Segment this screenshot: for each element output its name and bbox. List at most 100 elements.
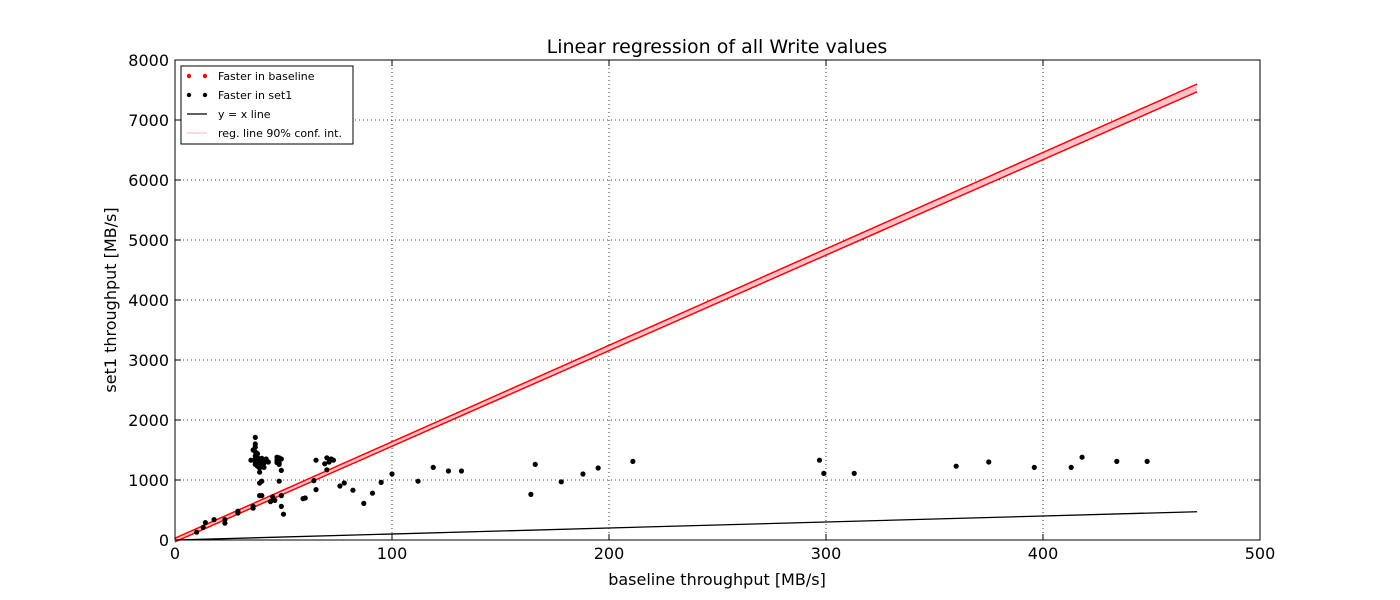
legend-marker <box>186 73 192 79</box>
x-tick-label: 0 <box>170 544 180 563</box>
data-point <box>222 520 228 526</box>
data-point <box>361 500 367 506</box>
data-point <box>458 468 465 474</box>
data-point <box>202 520 208 526</box>
data-point <box>278 456 284 462</box>
y-tick-label: 8000 <box>128 51 169 70</box>
y-tick-label: 4000 <box>128 291 169 310</box>
data-point <box>415 478 421 484</box>
legend: Faster in baseline Faster in set1 y = x li… <box>180 65 354 145</box>
data-point <box>313 457 319 463</box>
x-tick-label: 400 <box>1028 544 1059 563</box>
data-point <box>350 487 356 493</box>
data-point <box>580 471 586 477</box>
x-tick-label: 100 <box>377 544 408 563</box>
y-tick-label: 1000 <box>128 471 169 490</box>
data-point <box>821 470 827 476</box>
data-point <box>322 461 328 467</box>
data-point <box>430 464 436 470</box>
data-point <box>267 499 274 505</box>
data-point <box>252 434 258 440</box>
data-point <box>1031 464 1037 470</box>
data-point <box>254 451 261 457</box>
data-point <box>1079 454 1085 460</box>
data-point <box>1068 464 1074 470</box>
grid-lines <box>175 60 1260 540</box>
data-point <box>259 478 265 484</box>
data-point <box>313 487 319 493</box>
regression-upper-line <box>174 83 1198 539</box>
data-point <box>248 457 254 463</box>
regression-lower-line <box>174 91 1198 543</box>
data-point <box>953 463 959 469</box>
legend-marker <box>202 92 208 98</box>
data-point <box>265 459 271 465</box>
data-point <box>194 529 200 535</box>
data-point <box>330 457 337 463</box>
data-point <box>272 497 278 503</box>
data-point <box>378 479 384 485</box>
data-point <box>302 495 308 501</box>
data-point <box>250 505 256 511</box>
data-point <box>595 465 601 471</box>
data-point <box>528 491 534 497</box>
data-point <box>369 490 376 496</box>
legend-box <box>180 65 354 145</box>
y-tick-label: 0 <box>159 531 169 550</box>
x-axis-label: baseline throughput [MB/s] <box>608 570 826 589</box>
legend-label: Faster in baseline <box>218 70 315 83</box>
data-point <box>259 493 265 499</box>
data-point <box>252 444 258 450</box>
data-point <box>341 480 347 486</box>
data-point <box>257 469 263 475</box>
data-point <box>235 510 241 516</box>
confidence-band <box>175 84 1198 542</box>
data-point <box>851 470 857 476</box>
data-point <box>1144 458 1150 464</box>
legend-marker <box>186 92 192 98</box>
legend-label: Faster in set1 <box>218 89 292 102</box>
y-tick-label: 6000 <box>128 171 169 190</box>
data-points <box>194 434 1150 535</box>
data-point <box>261 460 267 466</box>
data-point <box>280 511 287 517</box>
data-point <box>311 478 317 484</box>
data-point <box>986 459 992 465</box>
data-point <box>816 457 823 463</box>
reference-lines <box>174 83 1198 543</box>
data-point <box>278 503 284 509</box>
data-point <box>1114 458 1120 464</box>
data-point <box>200 524 206 531</box>
data-point <box>222 517 228 523</box>
y-tick-label: 7000 <box>128 111 169 130</box>
legend-label: reg. line 90% conf. int. <box>218 127 342 140</box>
data-point <box>532 461 538 467</box>
confidence-band-area <box>175 84 1198 542</box>
data-point <box>324 467 330 473</box>
legend-marker <box>202 73 208 79</box>
y-tick-label: 3000 <box>128 351 169 370</box>
data-point <box>276 461 282 467</box>
data-point <box>558 479 564 485</box>
y-axis-label: set1 throughput [MB/s] <box>101 207 120 392</box>
x-tick-label: 500 <box>1245 544 1276 563</box>
y-tick-label: 5000 <box>128 231 169 250</box>
x-tick-label: 200 <box>594 544 625 563</box>
data-point <box>389 471 395 477</box>
data-point <box>278 467 284 473</box>
data-point <box>276 478 282 484</box>
data-point <box>324 455 330 461</box>
y-equals-x-line <box>174 511 1198 541</box>
data-point <box>630 458 636 464</box>
data-point <box>254 454 261 460</box>
chart-title: Linear regression of all Write values <box>547 36 888 58</box>
data-point <box>337 483 343 489</box>
axis-ticks: 0 100 200 300 400 500010002000300040005000600… <box>128 51 1275 563</box>
data-point <box>211 517 217 523</box>
x-tick-label: 300 <box>811 544 842 563</box>
data-point <box>261 464 267 470</box>
data-point <box>445 468 452 474</box>
legend-label: y = x line <box>218 108 271 121</box>
data-point <box>278 493 284 499</box>
